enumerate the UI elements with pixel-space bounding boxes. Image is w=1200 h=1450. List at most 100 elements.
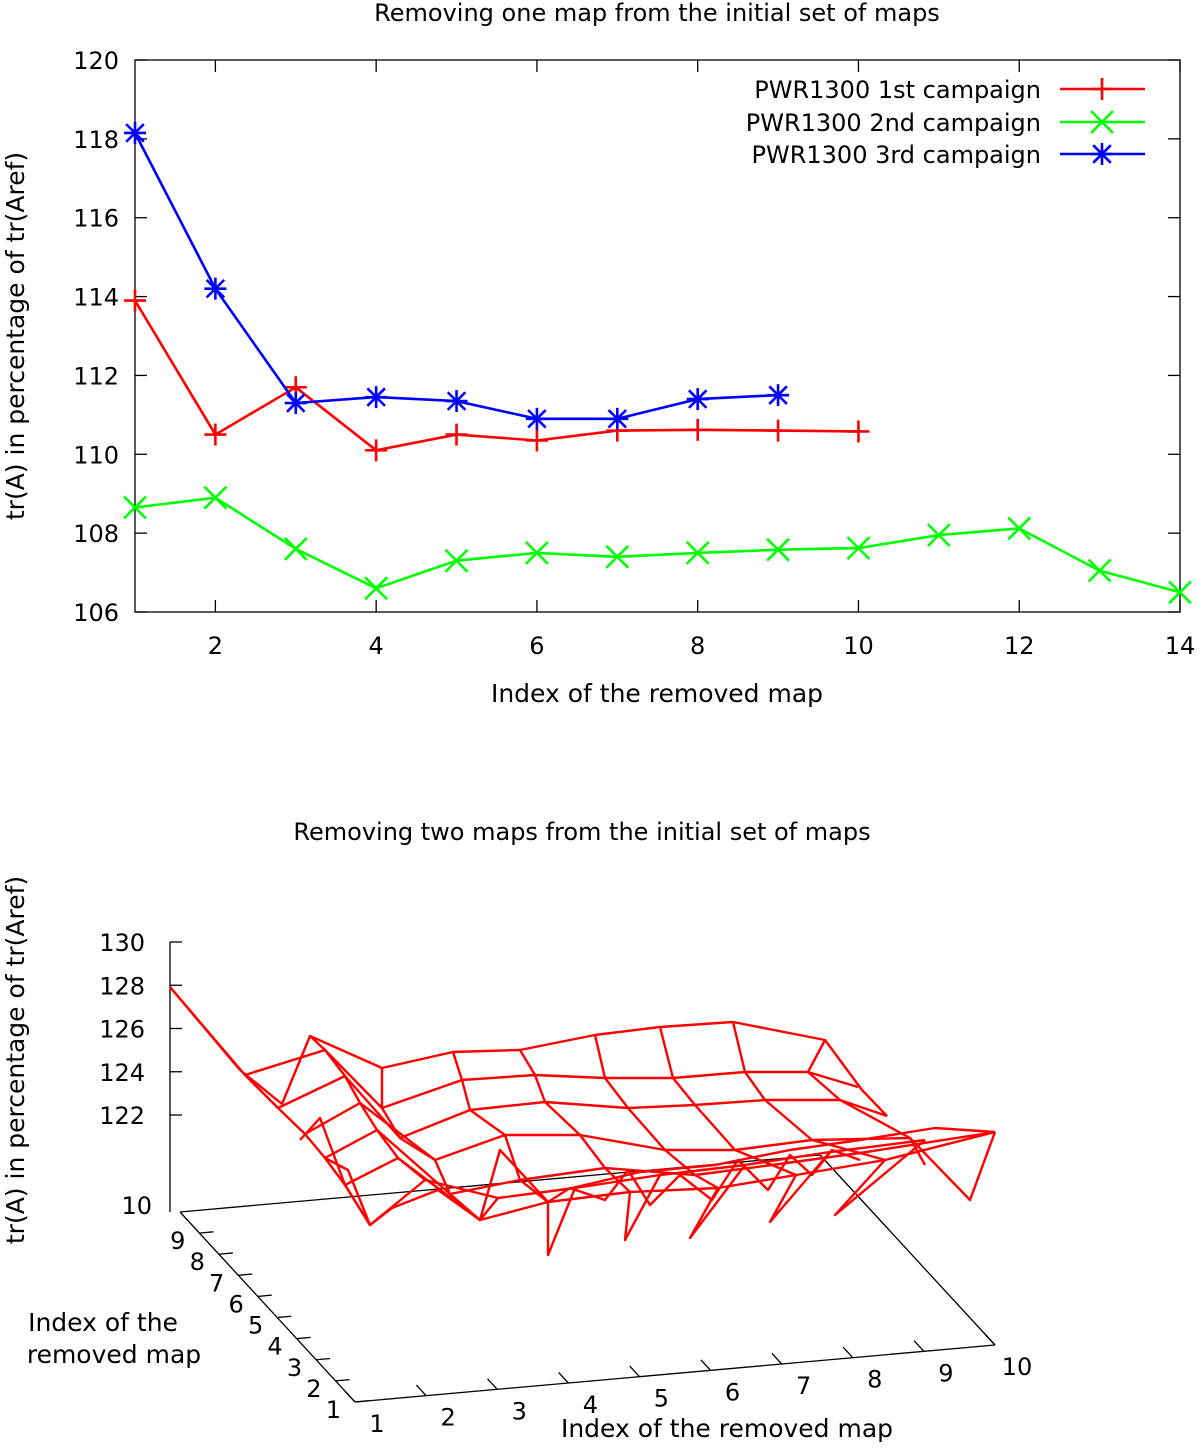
y-tick-label: 5 — [248, 1312, 263, 1340]
surface-lower-line — [299, 1116, 372, 1226]
series-2 — [123, 485, 1192, 605]
surface-row-line — [277, 1074, 888, 1140]
data-point — [525, 429, 548, 452]
y-axis-line — [179, 1211, 356, 1403]
plot-frame — [134, 59, 1181, 613]
surface-column-line — [309, 1035, 426, 1181]
y-tick-label: 120 — [73, 47, 119, 75]
series-1 — [124, 289, 870, 462]
surface-lower-line — [571, 1126, 996, 1190]
data-point — [283, 536, 308, 561]
x-tick — [415, 1384, 427, 1397]
y-tick-label: 3 — [287, 1354, 302, 1382]
y-tick-label: 1 — [326, 1396, 341, 1424]
x-tick — [913, 1340, 925, 1352]
data-point — [605, 544, 630, 569]
data-point — [204, 277, 227, 300]
y-tick-label: 106 — [73, 599, 119, 627]
series-3 — [124, 121, 790, 430]
x-tick — [344, 1391, 356, 1403]
data-point — [365, 386, 388, 409]
data-point — [525, 407, 548, 430]
y-tick-label: 10 — [121, 1192, 152, 1220]
surface-row-line — [244, 1048, 859, 1110]
z-axis: 122 124 126 128 130 10 — [99, 929, 182, 1220]
data-point — [203, 485, 228, 510]
y-tick-label: 114 — [73, 284, 119, 312]
line-chart-one-map-removed: Removing one map from the initial set of… — [1, 0, 1195, 708]
x-tick-label: 2 — [208, 632, 223, 660]
y-tick-label: 110 — [73, 441, 119, 469]
data-point — [364, 576, 389, 601]
data-point — [284, 392, 307, 415]
legend-label: PWR1300 3rd campaign — [752, 141, 1042, 169]
z-tick-label: 124 — [99, 1059, 145, 1087]
y-axis-label-line-1: Index of the — [28, 1308, 178, 1337]
surface-column-line — [451, 1051, 577, 1257]
y-tick — [277, 1315, 292, 1319]
data-point — [1168, 580, 1192, 605]
x-tick-label: 1 — [369, 1410, 384, 1438]
data-point — [444, 548, 469, 573]
data-point — [525, 540, 549, 565]
y-tick — [296, 1336, 311, 1340]
z-tick-label: 126 — [99, 1016, 145, 1044]
surface-row-line — [324, 1128, 996, 1196]
data-point — [686, 388, 709, 411]
x-tick-label: 3 — [512, 1397, 527, 1425]
y-tick — [199, 1231, 214, 1234]
surface-row-line — [169, 986, 888, 1117]
y-tick-label: 108 — [73, 520, 119, 548]
y-tick-label: 116 — [73, 205, 119, 233]
surface-chart-two-maps-removed: Removing two maps from the initial set o… — [1, 818, 1033, 1443]
surface-column-line — [658, 1026, 831, 1224]
y-tick — [257, 1294, 272, 1298]
y-tick-label: 9 — [170, 1227, 185, 1255]
x-tick-label: 10 — [1002, 1353, 1033, 1381]
floor-right-edge — [819, 1154, 996, 1346]
x-tick-label: 8 — [867, 1366, 882, 1394]
legend-marker — [1090, 110, 1114, 134]
x-tick-label: 6 — [529, 632, 544, 660]
x-axis-label: Index of the removed map — [561, 1414, 893, 1443]
x-tick-label: 7 — [796, 1372, 811, 1400]
data-point — [685, 540, 710, 565]
x-tick-label: 10 — [843, 632, 874, 660]
y-axis: 106 108 110 112 114 116 118 120 — [73, 47, 1180, 627]
x-tick — [558, 1372, 569, 1384]
z-tick-label: 128 — [99, 972, 145, 1000]
y-tick — [335, 1378, 350, 1382]
z-tick-label: 130 — [99, 929, 145, 957]
y-tick-label: 4 — [267, 1333, 282, 1361]
data-point — [124, 121, 146, 144]
surface-column-line — [806, 1039, 997, 1202]
z-tick-label: 122 — [99, 1102, 145, 1130]
legend-label: PWR1300 2nd campaign — [746, 109, 1041, 137]
y-axis-label: tr(A) in percentage of tr(Aref) — [1, 152, 30, 520]
y-axis-label-line-2: removed map — [27, 1340, 201, 1369]
y-tick-label: 112 — [73, 362, 119, 390]
x-tick-label: 14 — [1165, 632, 1196, 660]
y-tick — [218, 1252, 233, 1255]
surface-column-line — [593, 1034, 746, 1240]
data-point — [124, 289, 146, 312]
y-tick — [316, 1357, 331, 1361]
x-tick-label: 12 — [1004, 632, 1035, 660]
surface-column-line — [518, 1049, 662, 1242]
surface-lower-line — [324, 1148, 861, 1227]
legend-marker — [1091, 143, 1113, 165]
y-tick-label: 2 — [306, 1375, 321, 1403]
data-point — [1007, 516, 1032, 541]
data-point — [926, 523, 951, 548]
series-line — [133, 299, 859, 452]
legend: PWR1300 1st campaign PWR1300 2nd campaign… — [746, 76, 1145, 169]
x-tick — [700, 1359, 712, 1371]
x-tick-label: 4 — [583, 1391, 598, 1419]
chart-title: Removing one map from the initial set of… — [374, 0, 940, 27]
data-point — [767, 419, 790, 442]
x-tick-label: 8 — [690, 632, 705, 660]
data-point — [445, 390, 468, 413]
data-point — [204, 423, 227, 446]
